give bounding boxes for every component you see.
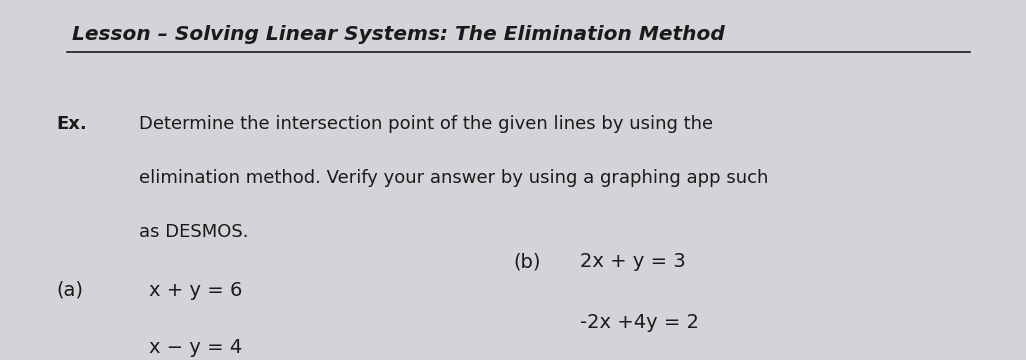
Text: 2x + y = 3: 2x + y = 3 bbox=[580, 252, 685, 271]
Text: -2x +4y = 2: -2x +4y = 2 bbox=[580, 313, 699, 332]
Text: (b): (b) bbox=[513, 252, 541, 271]
Text: x + y = 6: x + y = 6 bbox=[149, 281, 242, 300]
Text: Lesson – Solving Linear Systems: The Elimination Method: Lesson – Solving Linear Systems: The Eli… bbox=[72, 25, 724, 44]
Text: elimination method. Verify your answer by using a graphing app such: elimination method. Verify your answer b… bbox=[139, 169, 767, 187]
Text: x − y = 4: x − y = 4 bbox=[149, 338, 242, 357]
Text: (a): (a) bbox=[56, 281, 83, 300]
Text: as DESMOS.: as DESMOS. bbox=[139, 223, 248, 241]
Text: Determine the intersection point of the given lines by using the: Determine the intersection point of the … bbox=[139, 115, 713, 133]
Text: Ex.: Ex. bbox=[56, 115, 87, 133]
